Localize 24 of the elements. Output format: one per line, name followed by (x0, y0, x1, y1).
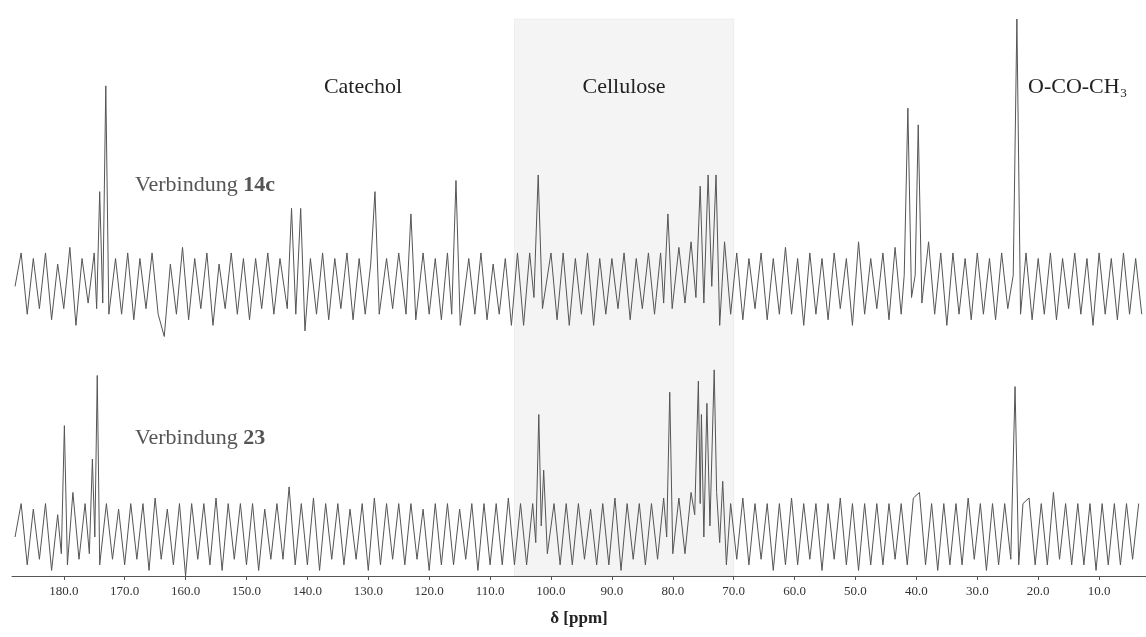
series-label: Verbindung 23 (135, 423, 266, 449)
x-tick-label: 60.0 (783, 583, 806, 598)
series-label: Verbindung 14c (135, 170, 276, 196)
x-tick-label: 70.0 (722, 583, 746, 598)
x-tick-label: 140.0 (292, 583, 322, 598)
x-tick-label: 120.0 (414, 583, 444, 598)
x-tick-label: 130.0 (353, 583, 383, 598)
x-axis-title: δ [ppm] (550, 608, 608, 627)
x-tick-label: 80.0 (661, 583, 685, 598)
x-tick-label: 50.0 (844, 583, 867, 598)
x-tick-label: 170.0 (110, 583, 140, 598)
x-tick-label: 30.0 (965, 583, 989, 598)
x-tick-label: 40.0 (905, 583, 928, 598)
x-tick-label: 150.0 (231, 583, 262, 598)
band-label: Cellulose (582, 73, 666, 98)
x-tick-label: 110.0 (475, 583, 505, 598)
annotation: Catechol (323, 72, 403, 98)
x-tick-label: 20.0 (1026, 583, 1050, 598)
x-tick-label: 90.0 (600, 583, 624, 598)
x-tick-label: 180.0 (49, 583, 79, 598)
x-tick-label: 100.0 (536, 583, 566, 598)
x-tick-label: 10.0 (1087, 583, 1111, 598)
annotation: O-CO-CH₃ (1028, 72, 1128, 98)
x-tick-label: 160.0 (170, 583, 201, 598)
